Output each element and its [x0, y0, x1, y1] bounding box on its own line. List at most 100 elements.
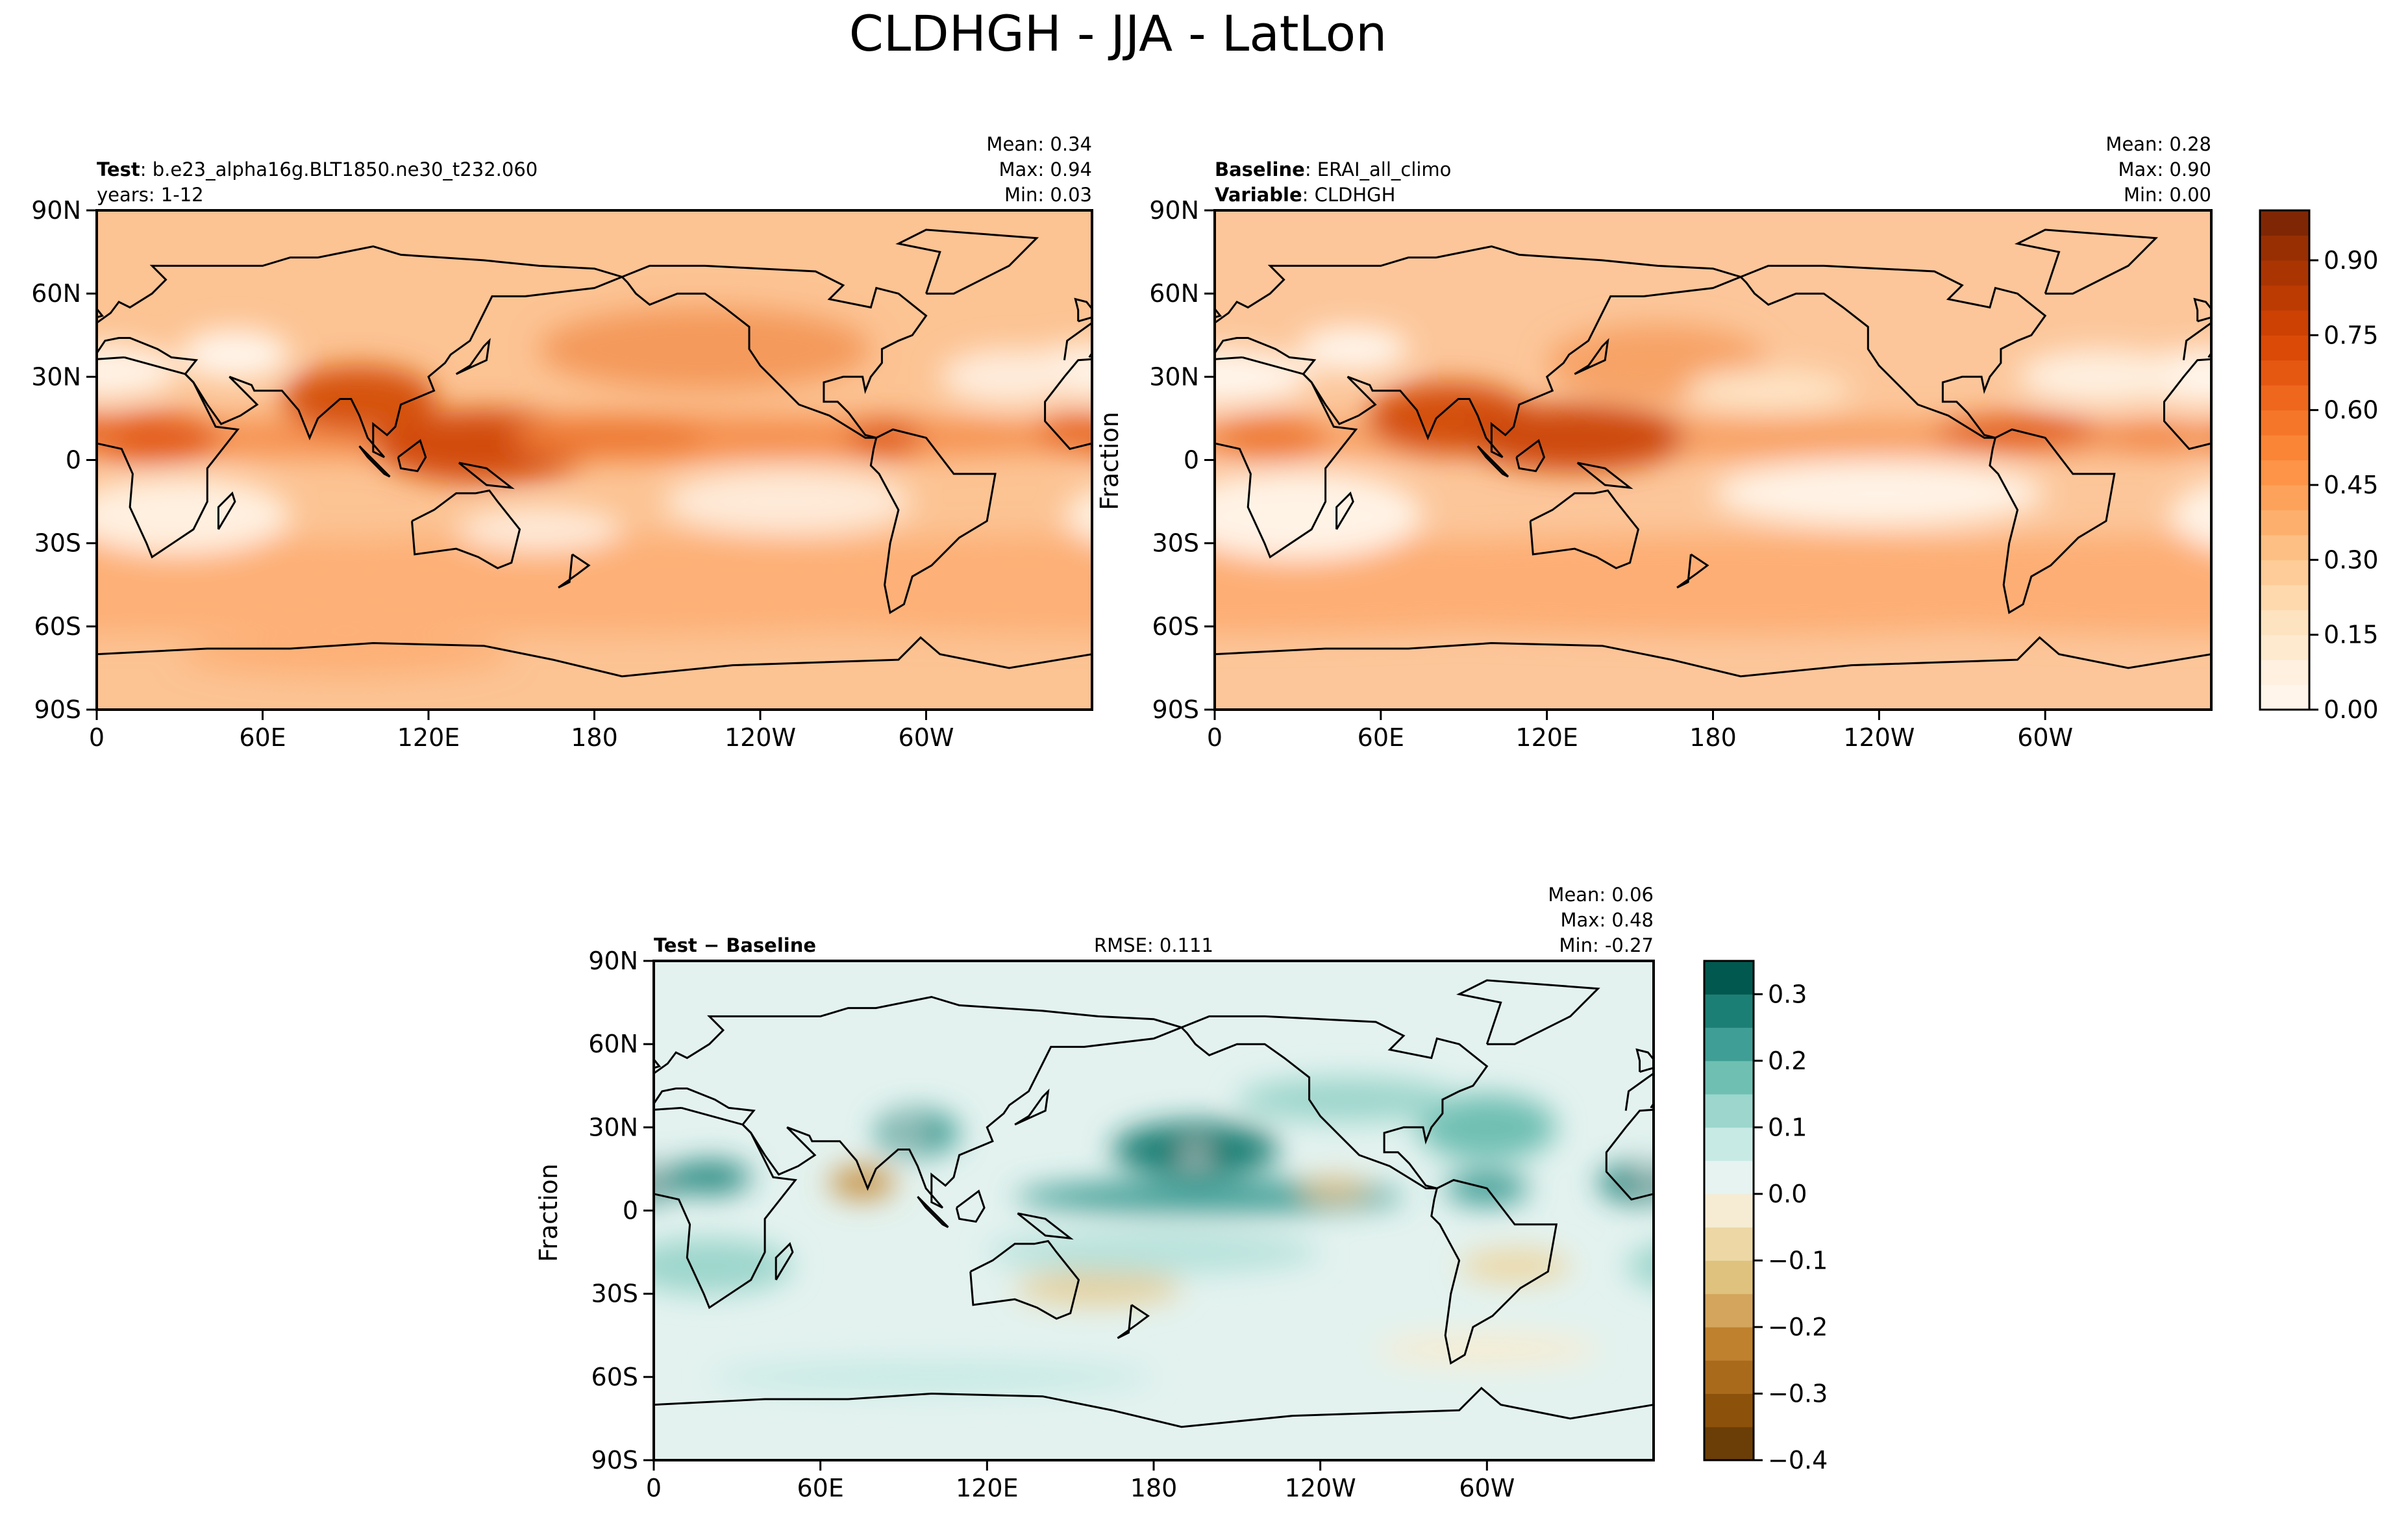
colorbar-band — [2260, 460, 2309, 486]
colorbar-tick-label: 0.1 — [1768, 1113, 1807, 1141]
field-blob — [511, 416, 705, 460]
header-text: : b.e23_alpha16g.BLT1850.ne30_t232.060 — [140, 158, 538, 180]
map-field — [97, 210, 1092, 710]
stat-text: Max: 0.94 — [999, 158, 1092, 180]
coastline — [2181, 1016, 2408, 1188]
field-blob — [1463, 404, 1685, 471]
coastline — [1430, 1178, 1558, 1365]
colorbar-band — [2260, 334, 2309, 361]
colorbar-band — [2260, 434, 2309, 460]
field-blob — [1215, 349, 1312, 405]
colorbar-tick-label: 0.90 — [2324, 246, 2379, 275]
y-tick-label: 30N — [588, 1113, 638, 1141]
coastline — [621, 264, 928, 439]
coastline — [1956, 1191, 1984, 1222]
colorbar-tick-label: 0.3 — [1768, 980, 1807, 1008]
colorbar-band — [2260, 260, 2309, 286]
stat-text: Min: 0.00 — [2124, 184, 2211, 206]
colorbar-band — [2260, 234, 2309, 261]
coastline — [97, 307, 105, 319]
colorbar-band — [1704, 1160, 1754, 1195]
field-blob — [97, 414, 125, 451]
field-blob — [97, 477, 291, 554]
field-blob — [445, 1172, 528, 1205]
field-blob — [97, 412, 221, 463]
coastline — [1117, 1304, 1150, 1339]
coastline — [1574, 338, 1609, 375]
y-tick-label: 30S — [34, 529, 81, 558]
coastline — [1044, 358, 1092, 451]
colorbar-frame — [2259, 209, 2311, 711]
x-tick-label: 0 — [89, 723, 105, 752]
colorbar-band — [2260, 360, 2309, 386]
panel-header: years: 1-12 — [97, 184, 204, 206]
field-blob — [1934, 416, 2101, 449]
coastline — [654, 1386, 1654, 1428]
coastline — [97, 245, 625, 458]
x-tick-label: 60E — [1358, 723, 1404, 752]
field-blob — [15, 1180, 404, 1213]
field-blob — [2301, 1177, 2368, 1199]
coastline — [1653, 1404, 1654, 1405]
colorbar-band — [2260, 484, 2309, 510]
y-tick-label: 0 — [1184, 446, 1199, 475]
colorbar-band — [2260, 559, 2309, 586]
coastline — [1740, 264, 2047, 439]
field-blob — [1015, 1271, 1182, 1305]
coastline — [654, 1106, 798, 1310]
colorbar-tick-label: −0.1 — [1768, 1246, 1828, 1274]
field-blob — [2237, 1077, 2408, 1121]
y-tick-label: 60S — [1152, 612, 1199, 641]
field-blob — [663, 468, 913, 535]
field-blob — [0, 1230, 321, 1274]
y-tick-label: 30S — [1152, 529, 1199, 558]
field-blob — [1626, 1245, 1654, 1287]
field-blob — [1829, 1166, 1896, 1199]
x-tick-label: 0 — [646, 1474, 662, 1502]
field-blob — [539, 534, 1092, 635]
colorbar-band — [1704, 1293, 1754, 1328]
field-blob — [939, 349, 1078, 405]
colorbar-tick-label: 0.2 — [1768, 1047, 1807, 1075]
coastline — [1215, 245, 1744, 458]
coastline — [1676, 553, 1709, 589]
field-blob — [1215, 471, 1422, 560]
colorbar-band — [2260, 584, 2309, 610]
field-blob — [456, 507, 623, 552]
y-tick-label: 60N — [31, 279, 81, 308]
header-text: years: 1-12 — [97, 184, 204, 206]
colorbar-band — [2260, 634, 2309, 660]
field-blob — [1987, 1230, 2320, 1274]
field-blob — [1064, 490, 1092, 541]
x-tick-label: 180 — [1689, 723, 1737, 752]
x-tick-label: 0 — [1207, 723, 1223, 752]
field-blob — [179, 329, 291, 380]
coastline — [1180, 1015, 1489, 1189]
field-blob — [539, 307, 871, 391]
field-blob — [1376, 1332, 1598, 1366]
y-tick-label: 30N — [1149, 362, 1199, 391]
coastline — [217, 491, 236, 530]
x-tick-label: 180 — [571, 723, 618, 752]
colorbar-band — [2260, 534, 2309, 560]
coastline — [397, 439, 427, 473]
colorbar-band — [2260, 684, 2309, 710]
figure-title: CLDHGH - JJA - LatLon — [849, 5, 1387, 62]
header-text: : ERAI_all_climo — [1305, 158, 1452, 180]
coastline — [2193, 297, 2211, 323]
x-tick-label: 120E — [397, 723, 460, 752]
map-field — [1215, 210, 2211, 710]
coastline — [2163, 358, 2211, 451]
coastline — [358, 445, 391, 478]
coastline — [1515, 439, 1546, 473]
field-blob — [15, 1271, 182, 1304]
field-blob — [1297, 327, 1409, 371]
stat-text: Min: 0.03 — [1004, 184, 1092, 206]
colorbar-band — [1704, 1093, 1754, 1128]
colorbar-tick-label: −0.2 — [1768, 1313, 1828, 1341]
field-blob — [1300, 1177, 1368, 1200]
stat-text: Mean: 0.34 — [986, 133, 1092, 155]
colorbar-band — [1704, 1393, 1754, 1428]
